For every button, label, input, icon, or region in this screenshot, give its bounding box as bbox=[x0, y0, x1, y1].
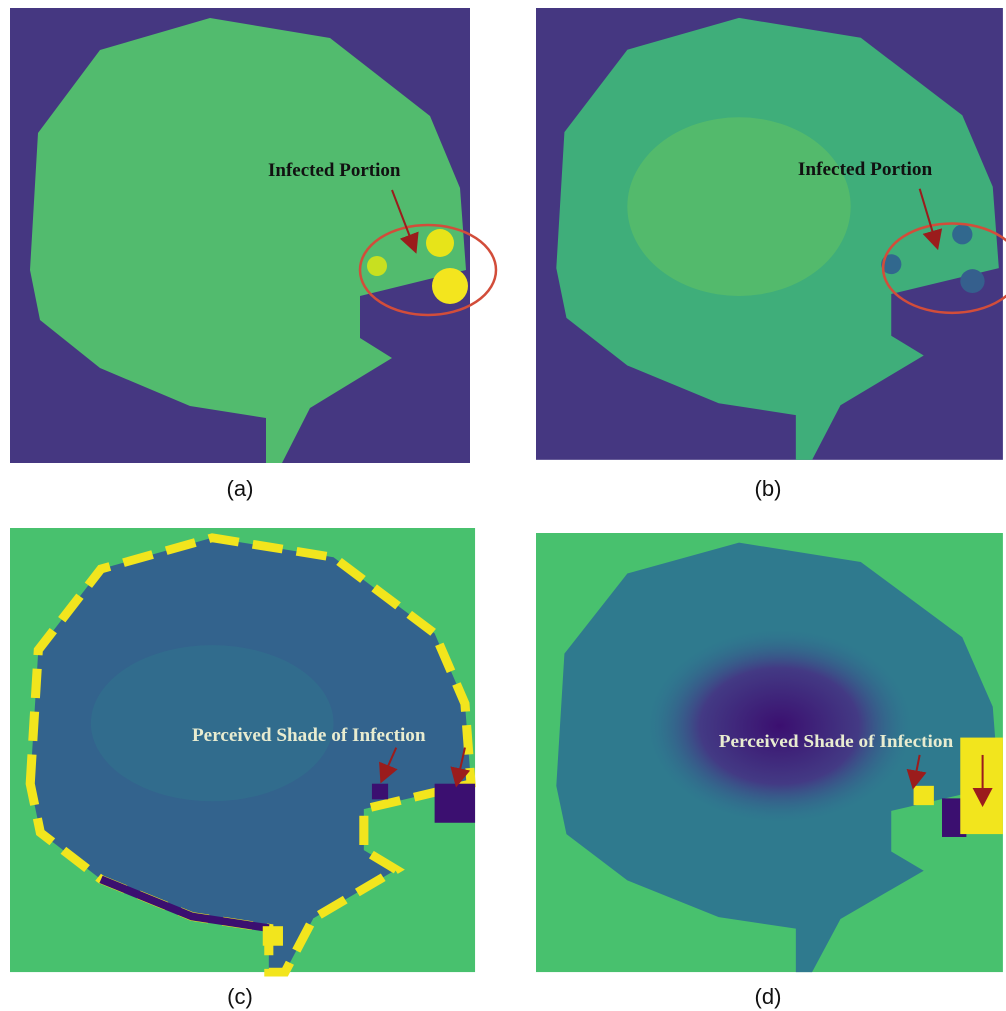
spot bbox=[952, 224, 972, 244]
spot bbox=[372, 784, 388, 800]
spot bbox=[960, 269, 984, 293]
annotation: Infected Portion bbox=[268, 160, 401, 181]
shade bbox=[91, 645, 334, 801]
shade bbox=[627, 117, 850, 296]
panel-b: Infected Portion bbox=[536, 8, 1006, 460]
spot bbox=[263, 926, 283, 946]
panel-d: Perceived Shade of Infection bbox=[536, 533, 1003, 972]
annotation: Perceived Shade of Infection bbox=[192, 725, 426, 746]
spot bbox=[435, 784, 475, 823]
panel-label: (a) bbox=[227, 476, 254, 501]
figure: Infected Portion Infected Portion Percei… bbox=[0, 0, 1006, 1011]
spot bbox=[960, 738, 1003, 835]
spot bbox=[914, 786, 934, 805]
panel-a: Infected Portion bbox=[10, 8, 496, 463]
panel-label: (c) bbox=[227, 984, 253, 1009]
spot bbox=[367, 256, 387, 276]
panel-label: (d) bbox=[755, 984, 782, 1009]
panel-c: Perceived Shade of Infection bbox=[10, 528, 475, 972]
spot bbox=[432, 268, 468, 304]
panel-label: (b) bbox=[755, 476, 782, 501]
annotation: Infected Portion bbox=[798, 159, 933, 180]
annotation: Perceived Shade of Infection bbox=[719, 732, 954, 752]
dark-center bbox=[648, 630, 912, 823]
spot bbox=[426, 229, 454, 257]
